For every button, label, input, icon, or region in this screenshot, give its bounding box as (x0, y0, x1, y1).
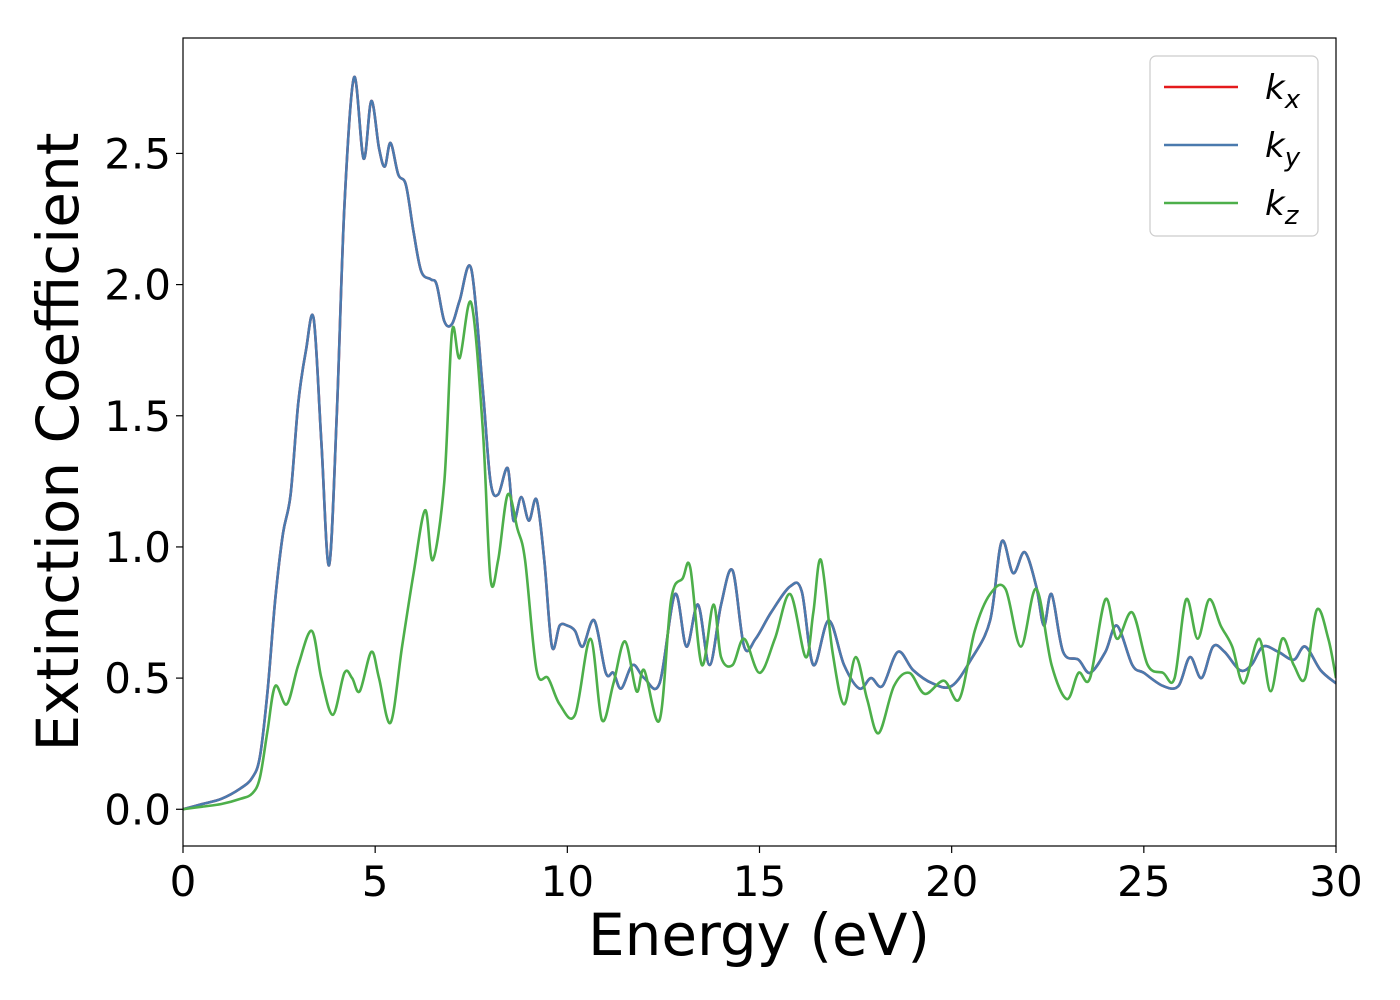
x-tick-label: 25 (1117, 857, 1170, 906)
y-tick-label: 2.0 (104, 261, 171, 310)
y-tick-label: 0.5 (104, 654, 171, 703)
legend-label-z: kz (1265, 184, 1300, 231)
y-axis-ticks: 0.0 0.5 1.0 1.5 2.0 2.5 (104, 129, 183, 834)
x-axis-ticks: 0 5 10 15 20 25 30 (170, 846, 1363, 906)
legend: kx ky kz (1149, 55, 1319, 237)
series-line-z (183, 300, 1336, 811)
x-tick-label: 15 (733, 857, 786, 906)
x-tick-label: 0 (170, 857, 197, 906)
y-tick-label: 1.5 (104, 392, 171, 441)
y-tick-label: 2.5 (104, 129, 171, 178)
x-tick-label: 20 (925, 857, 978, 906)
y-tick-label: 1.0 (104, 523, 171, 572)
series-line-y (183, 76, 1336, 811)
y-axis-title: Extinction Coefficient (24, 133, 92, 752)
x-axis-title: Energy (eV) (588, 901, 930, 969)
legend-label-y: ky (1265, 126, 1301, 173)
x-tick-label: 5 (362, 857, 389, 906)
x-tick-label: 10 (541, 857, 594, 906)
legend-label-x: kx (1265, 68, 1301, 115)
x-tick-label: 30 (1309, 857, 1362, 906)
y-tick-label: 0.0 (104, 785, 171, 834)
plot-lines (183, 76, 1336, 811)
